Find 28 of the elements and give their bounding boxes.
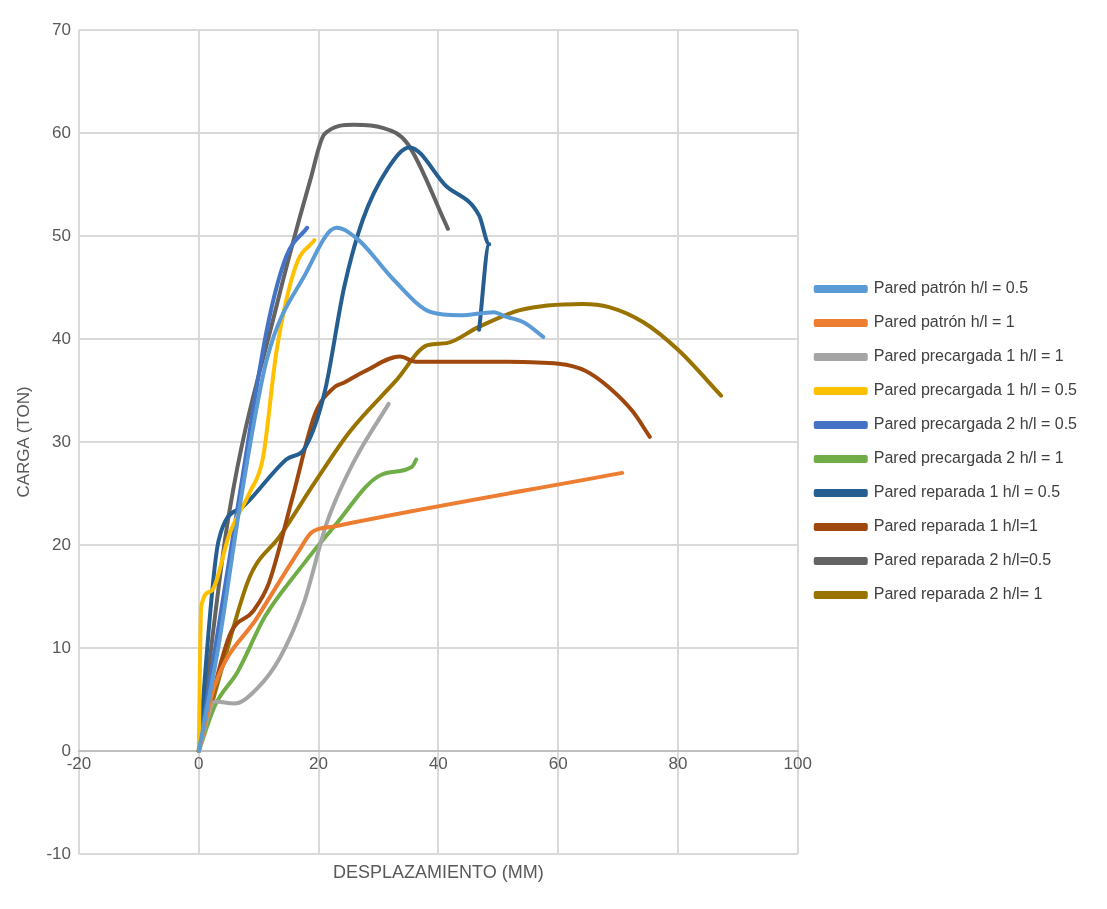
legend-label: Pared reparada 1 h/l = 0.5 xyxy=(873,483,1061,501)
legend-label: Pared precargada 1 h/l = 0.5 xyxy=(873,381,1078,399)
y-tick-label: 50 xyxy=(52,225,71,245)
line-series xyxy=(196,225,546,753)
y-tick-label: 0 xyxy=(61,740,71,760)
x-axis-title: DESPLAZAMIENTO (MM) xyxy=(333,861,544,882)
y-tick-label: 60 xyxy=(52,122,71,142)
x-tick-label: 60 xyxy=(548,753,568,773)
legend-label: Pared patrón h/l = 1 xyxy=(873,313,1015,331)
y-tick-label: 30 xyxy=(52,431,71,451)
x-tick-label: 20 xyxy=(309,753,329,773)
legend-label: Pared reparada 1 h/l=1 xyxy=(873,517,1038,535)
legend-label: Pared patrón h/l = 0.5 xyxy=(873,279,1029,297)
y-tick-label: 70 xyxy=(52,19,71,39)
y-tick-label: 20 xyxy=(52,534,71,554)
y-tick-label: -10 xyxy=(46,843,71,863)
legend-label: Pared precargada 1 h/l = 1 xyxy=(873,347,1064,365)
x-tick-label: 0 xyxy=(194,753,204,773)
legend-label: Pared precargada 2 h/l = 1 xyxy=(873,449,1064,467)
x-tick-label: 40 xyxy=(428,753,448,773)
legend-label: Pared reparada 2 h/l= 1 xyxy=(873,585,1043,603)
x-tick-label: 100 xyxy=(783,753,812,773)
y-tick-label: 40 xyxy=(52,328,71,348)
legend-label: Pared precargada 2 h/l = 0.5 xyxy=(873,415,1078,433)
y-tick-label: 10 xyxy=(52,637,71,657)
x-tick-label: 80 xyxy=(668,753,688,773)
y-axis-title: CARGA (TON) xyxy=(13,386,33,498)
legend-label: Pared reparada 2 h/l=0.5 xyxy=(873,551,1052,569)
